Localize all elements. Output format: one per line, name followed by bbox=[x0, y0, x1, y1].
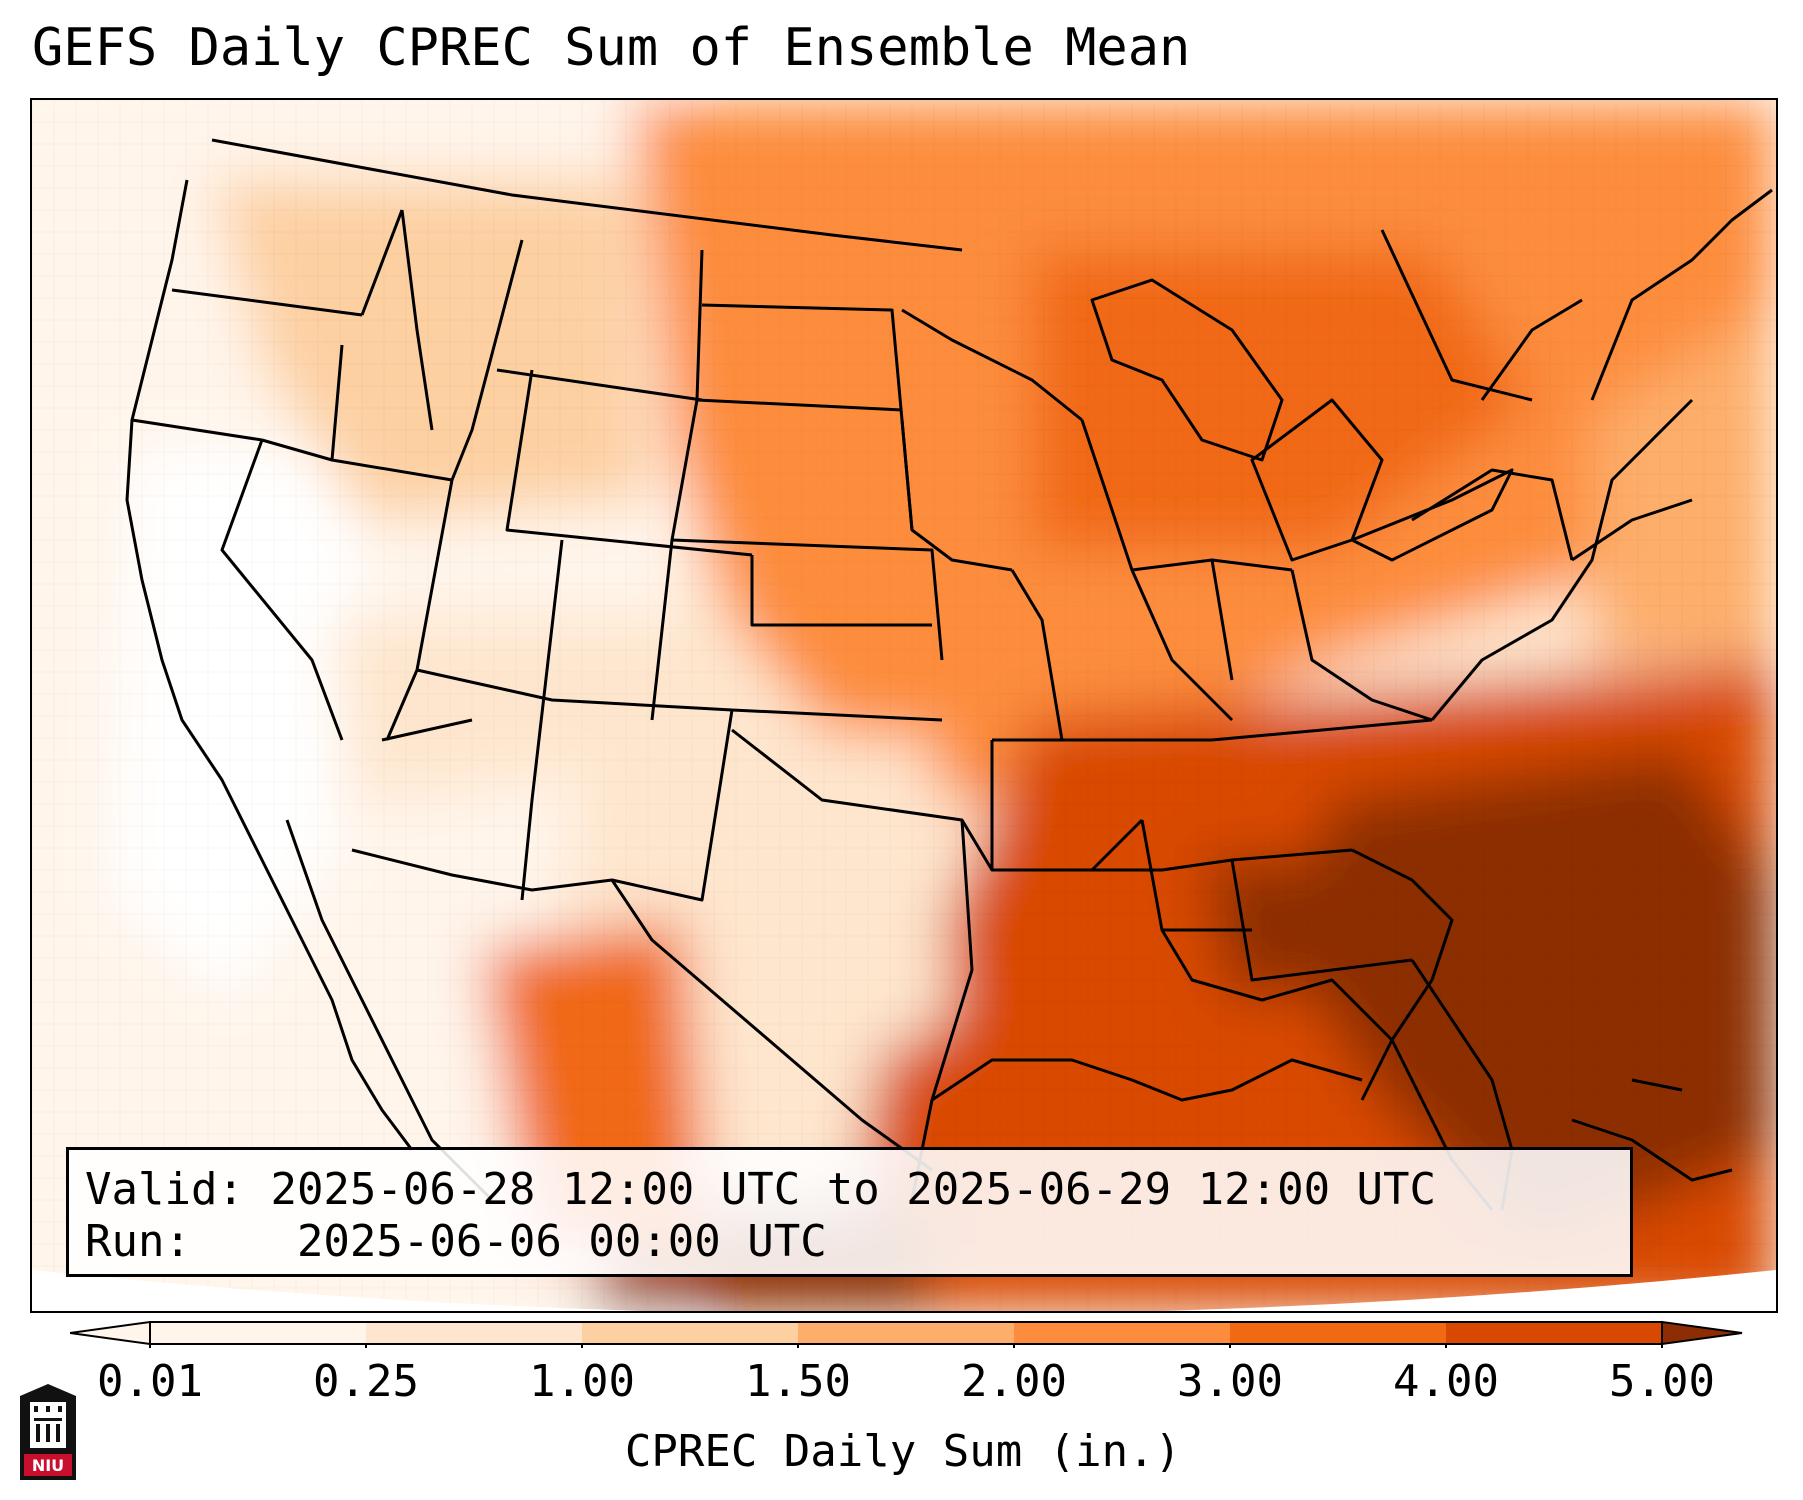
colorbar-bin-7 bbox=[1446, 1322, 1662, 1344]
colorbar-tick: 5.00 bbox=[1609, 1356, 1715, 1407]
colorbar-tick: 3.00 bbox=[1177, 1356, 1283, 1407]
colorbar-extend-max bbox=[1661, 1320, 1743, 1346]
colorbar-tick: 1.50 bbox=[745, 1356, 851, 1407]
precipitation-map bbox=[30, 98, 1778, 1313]
valid-label: Valid: bbox=[85, 1164, 244, 1215]
state-boundaries bbox=[125, 138, 1773, 1211]
colorbar-tick: 0.25 bbox=[313, 1356, 419, 1407]
colorbar-bin-5 bbox=[1014, 1322, 1230, 1344]
colorbar-extend-min bbox=[70, 1320, 151, 1346]
colorbar-bin-2 bbox=[366, 1322, 582, 1344]
colorbar-bin-3 bbox=[582, 1322, 798, 1344]
colorbar-label: CPREC Daily Sum (in.) bbox=[624, 1426, 1182, 1477]
valid-value: 2025-06-28 12:00 UTC to 2025-06-29 12:00… bbox=[270, 1164, 1437, 1215]
colorbar-bin-6 bbox=[1230, 1322, 1446, 1344]
colorbar-bin-1 bbox=[150, 1322, 366, 1344]
colorbar-tick: 1.00 bbox=[529, 1356, 635, 1407]
run-value: 2025-06-06 00:00 UTC bbox=[296, 1216, 827, 1267]
colorbar-tick: 4.00 bbox=[1393, 1356, 1499, 1407]
colorbar bbox=[70, 1320, 1743, 1348]
colorbar-bin-4 bbox=[798, 1322, 1014, 1344]
colorbar-tick: 2.00 bbox=[961, 1356, 1067, 1407]
map-title: GEFS Daily CPREC Sum of Ensemble Mean bbox=[32, 18, 1191, 78]
logo-text: NIU bbox=[32, 1456, 64, 1475]
niu-logo-icon: NIU bbox=[20, 1384, 76, 1480]
run-label: Run: bbox=[85, 1216, 191, 1267]
colorbar-tick: 0.01 bbox=[97, 1356, 203, 1407]
validity-info-box: Valid: 2025-06-28 12:00 UTC to 2025-06-2… bbox=[66, 1147, 1633, 1277]
